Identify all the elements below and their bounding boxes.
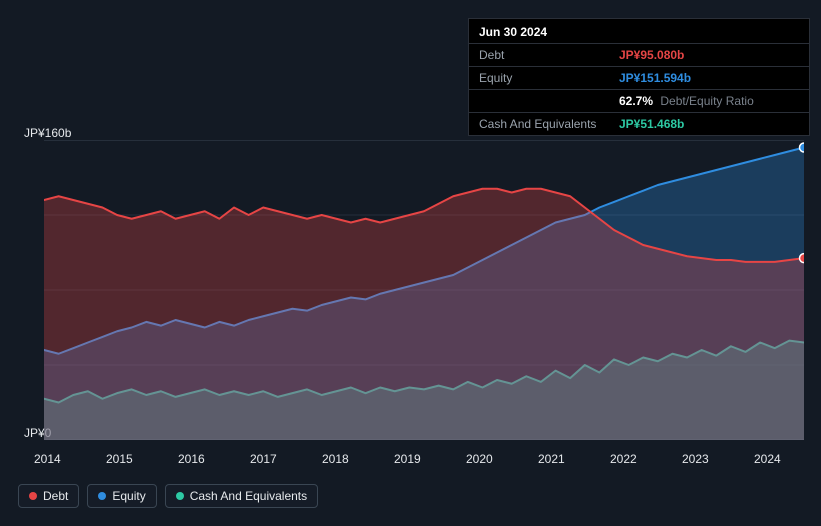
x-tick: 2024 <box>754 452 781 466</box>
y-tick-top: JP¥160b <box>24 126 71 140</box>
tooltip-row-value: JP¥51.468b <box>619 115 684 133</box>
x-tick: 2021 <box>538 452 565 466</box>
legend-dot-icon <box>29 492 37 500</box>
tooltip-row-equity: Equity JP¥151.594b <box>469 66 809 89</box>
tooltip-title: Jun 30 2024 <box>469 19 809 43</box>
tooltip-row-debt: Debt JP¥95.080b <box>469 43 809 66</box>
legend-item-debt[interactable]: Debt <box>18 484 79 508</box>
x-tick: 2015 <box>106 452 133 466</box>
x-tick: 2019 <box>394 452 421 466</box>
tooltip-row-label <box>479 92 619 110</box>
x-tick: 2018 <box>322 452 349 466</box>
legend-item-cash[interactable]: Cash And Equivalents <box>165 484 318 508</box>
tooltip-row-value: JP¥151.594b <box>619 69 691 87</box>
x-tick: 2017 <box>250 452 277 466</box>
tooltip-row-label: Equity <box>479 69 619 87</box>
tooltip-row-value: JP¥95.080b <box>619 46 684 64</box>
x-tick: 2023 <box>682 452 709 466</box>
chart-tooltip: Jun 30 2024 Debt JP¥95.080b Equity JP¥15… <box>468 18 810 136</box>
legend-label: Debt <box>43 489 68 503</box>
chart-legend: Debt Equity Cash And Equivalents <box>18 484 318 508</box>
tooltip-row-ratio: 62.7% Debt/Equity Ratio <box>469 89 809 112</box>
x-tick: 2022 <box>610 452 637 466</box>
tooltip-ratio-pct: 62.7% <box>619 94 653 108</box>
legend-dot-icon <box>176 492 184 500</box>
tooltip-row-label: Cash And Equivalents <box>479 115 619 133</box>
legend-label: Equity <box>112 489 145 503</box>
tooltip-row-label: Debt <box>479 46 619 64</box>
legend-item-equity[interactable]: Equity <box>87 484 156 508</box>
legend-label: Cash And Equivalents <box>190 489 307 503</box>
tooltip-ratio-label: Debt/Equity Ratio <box>660 94 753 108</box>
x-tick: 2014 <box>34 452 61 466</box>
tooltip-row-cash: Cash And Equivalents JP¥51.468b <box>469 112 809 135</box>
legend-dot-icon <box>98 492 106 500</box>
x-tick: 2020 <box>466 452 493 466</box>
x-tick: 2016 <box>178 452 205 466</box>
debt-equity-chart <box>44 140 804 440</box>
